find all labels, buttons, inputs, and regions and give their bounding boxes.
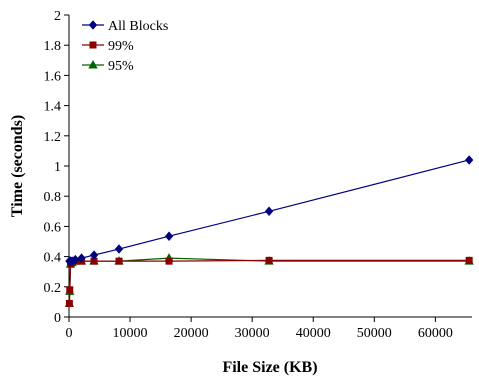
series-line	[68, 259, 470, 304]
y-tick-label: 2	[54, 9, 61, 24]
x-tick-label: 0	[66, 326, 73, 341]
y-tick-label: 0	[54, 311, 61, 326]
x-tick-label: 20000	[174, 326, 209, 341]
data-point	[89, 250, 99, 260]
data-point	[264, 206, 274, 217]
y-tick-label: 0.6	[44, 220, 62, 235]
data-point	[114, 244, 124, 254]
legend: All Blocks 99% 95%	[82, 19, 168, 74]
y-tick-label: 1	[54, 160, 61, 175]
y-tick-label: 1.2	[44, 130, 62, 145]
y-axis-title: Time (seconds)	[9, 115, 26, 217]
series-line	[68, 257, 470, 304]
y-tick-labels: 0 0.2 0.4 0.6 0.8 1 1.2 1.4 1.6 1.8 2	[44, 9, 62, 326]
x-tick-labels: 0 10000 20000 30000 40000 50000 60000	[66, 326, 453, 341]
data-point	[66, 286, 74, 294]
legend-item: All Blocks	[82, 19, 168, 34]
series-all-blocks	[65, 155, 474, 266]
x-tick-label: 60000	[418, 326, 453, 341]
y-tick-label: 0.4	[44, 251, 62, 266]
data-point	[164, 231, 174, 241]
data-point	[465, 256, 473, 264]
legend-label: 95%	[108, 59, 134, 74]
data-point	[77, 253, 86, 263]
legend-marker	[89, 41, 97, 49]
legend-item: 95%	[82, 59, 134, 74]
legend-marker	[88, 20, 98, 30]
legend-marker	[88, 59, 98, 69]
y-tick-label: 1.4	[44, 100, 62, 115]
y-tick-label: 1.8	[44, 39, 62, 54]
series-layer	[64, 155, 474, 307]
y-tick-label: 1.6	[44, 69, 62, 84]
data-point	[65, 299, 73, 307]
x-tick-label: 40000	[296, 326, 331, 341]
x-tick-label: 50000	[357, 326, 392, 341]
legend-label: 99%	[108, 39, 134, 54]
y-tick-label: 0.8	[44, 190, 62, 205]
x-axis-title: File Size (KB)	[222, 359, 317, 376]
legend-item: 99%	[82, 39, 134, 54]
data-point	[165, 257, 173, 265]
x-tick-label: 30000	[235, 326, 270, 341]
legend-label: All Blocks	[108, 19, 168, 34]
data-point	[265, 256, 273, 264]
y-tick-label: 0.2	[44, 281, 62, 296]
x-tick-label: 10000	[113, 326, 148, 341]
data-point	[465, 155, 474, 165]
data-point	[115, 257, 123, 265]
series-99	[65, 256, 473, 307]
